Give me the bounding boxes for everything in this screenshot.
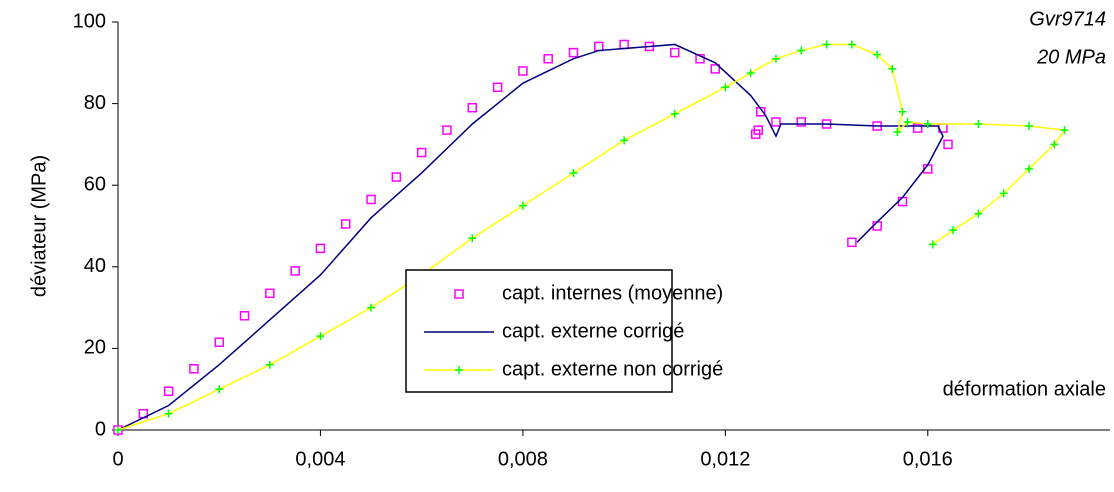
data-point <box>620 136 629 145</box>
data-point <box>518 66 528 76</box>
data-point <box>999 189 1008 198</box>
data-point <box>797 46 806 55</box>
data-point <box>873 50 882 59</box>
legend-label: capt. externe non corrigé <box>502 358 723 380</box>
data-point <box>949 226 958 235</box>
data-point <box>771 117 781 127</box>
data-point <box>416 147 427 158</box>
y-tick-label: 0 <box>95 418 106 440</box>
data-point <box>888 64 897 73</box>
data-point <box>468 234 477 243</box>
data-point <box>265 288 275 299</box>
data-point <box>189 364 199 374</box>
data-point <box>265 360 274 369</box>
data-point <box>543 53 553 64</box>
annotation: 20 MPa <box>1036 46 1106 68</box>
data-point <box>923 120 932 128</box>
legend-marker <box>455 366 463 374</box>
data-point <box>619 39 629 50</box>
x-tick-label: 0,004 <box>295 448 345 470</box>
data-point <box>290 266 300 276</box>
x-tick-label: 0,016 <box>903 448 953 470</box>
data-point <box>467 102 478 113</box>
legend-box <box>405 269 673 393</box>
data-point <box>898 107 907 116</box>
data-point <box>341 219 351 229</box>
data-point <box>753 125 763 135</box>
data-point <box>114 426 122 434</box>
data-point <box>315 243 326 254</box>
data-point <box>721 83 730 92</box>
legend-label: capt. externe corrigé <box>502 320 684 342</box>
y-tick-label: 60 <box>84 173 106 195</box>
x-tick-label: 0,008 <box>498 448 548 470</box>
y-tick-label: 20 <box>84 337 106 359</box>
annotation: Gvr9714 <box>1029 8 1106 30</box>
series-line <box>117 43 944 431</box>
data-point <box>1025 164 1034 173</box>
data-point <box>214 337 224 348</box>
data-point <box>893 128 902 137</box>
data-point <box>974 209 983 218</box>
legend-marker <box>454 289 464 299</box>
data-point <box>872 221 882 231</box>
y-tick-label: 40 <box>84 255 106 277</box>
data-point <box>164 409 173 418</box>
data-point <box>903 117 912 126</box>
data-point <box>897 196 908 207</box>
data-point <box>847 237 857 248</box>
data-point <box>943 139 953 150</box>
data-point <box>746 69 755 77</box>
y-tick-label: 100 <box>73 10 106 32</box>
data-point <box>847 40 856 49</box>
data-point <box>239 311 250 321</box>
data-point <box>1025 122 1034 131</box>
data-point <box>796 117 807 127</box>
x-tick-label: 0 <box>112 448 123 470</box>
data-point <box>594 41 604 52</box>
data-point <box>367 303 376 312</box>
data-point <box>215 385 224 394</box>
data-point <box>695 53 705 64</box>
data-point <box>771 54 780 63</box>
legend-label: capt. internes (moyenne) <box>502 282 723 304</box>
data-point <box>974 120 983 128</box>
data-point <box>669 47 680 58</box>
data-point <box>163 386 174 396</box>
data-point <box>518 201 527 210</box>
data-point <box>912 123 923 133</box>
y-axis-label: déviateur (MPa) <box>28 155 50 297</box>
data-point <box>366 194 376 205</box>
data-point <box>569 168 578 177</box>
data-point <box>756 107 766 117</box>
data-point <box>1050 140 1059 149</box>
data-point <box>710 64 720 74</box>
data-point <box>316 332 325 341</box>
x-axis-label: déformation axiale <box>943 378 1106 400</box>
data-point <box>442 125 452 135</box>
data-point <box>568 47 579 58</box>
data-point <box>391 172 402 182</box>
x-tick-label: 0,012 <box>700 448 750 470</box>
data-point <box>492 82 503 93</box>
data-point <box>928 240 937 249</box>
data-point <box>822 40 831 49</box>
data-point <box>1060 126 1069 135</box>
y-tick-label: 80 <box>84 92 106 114</box>
data-point <box>670 109 679 118</box>
